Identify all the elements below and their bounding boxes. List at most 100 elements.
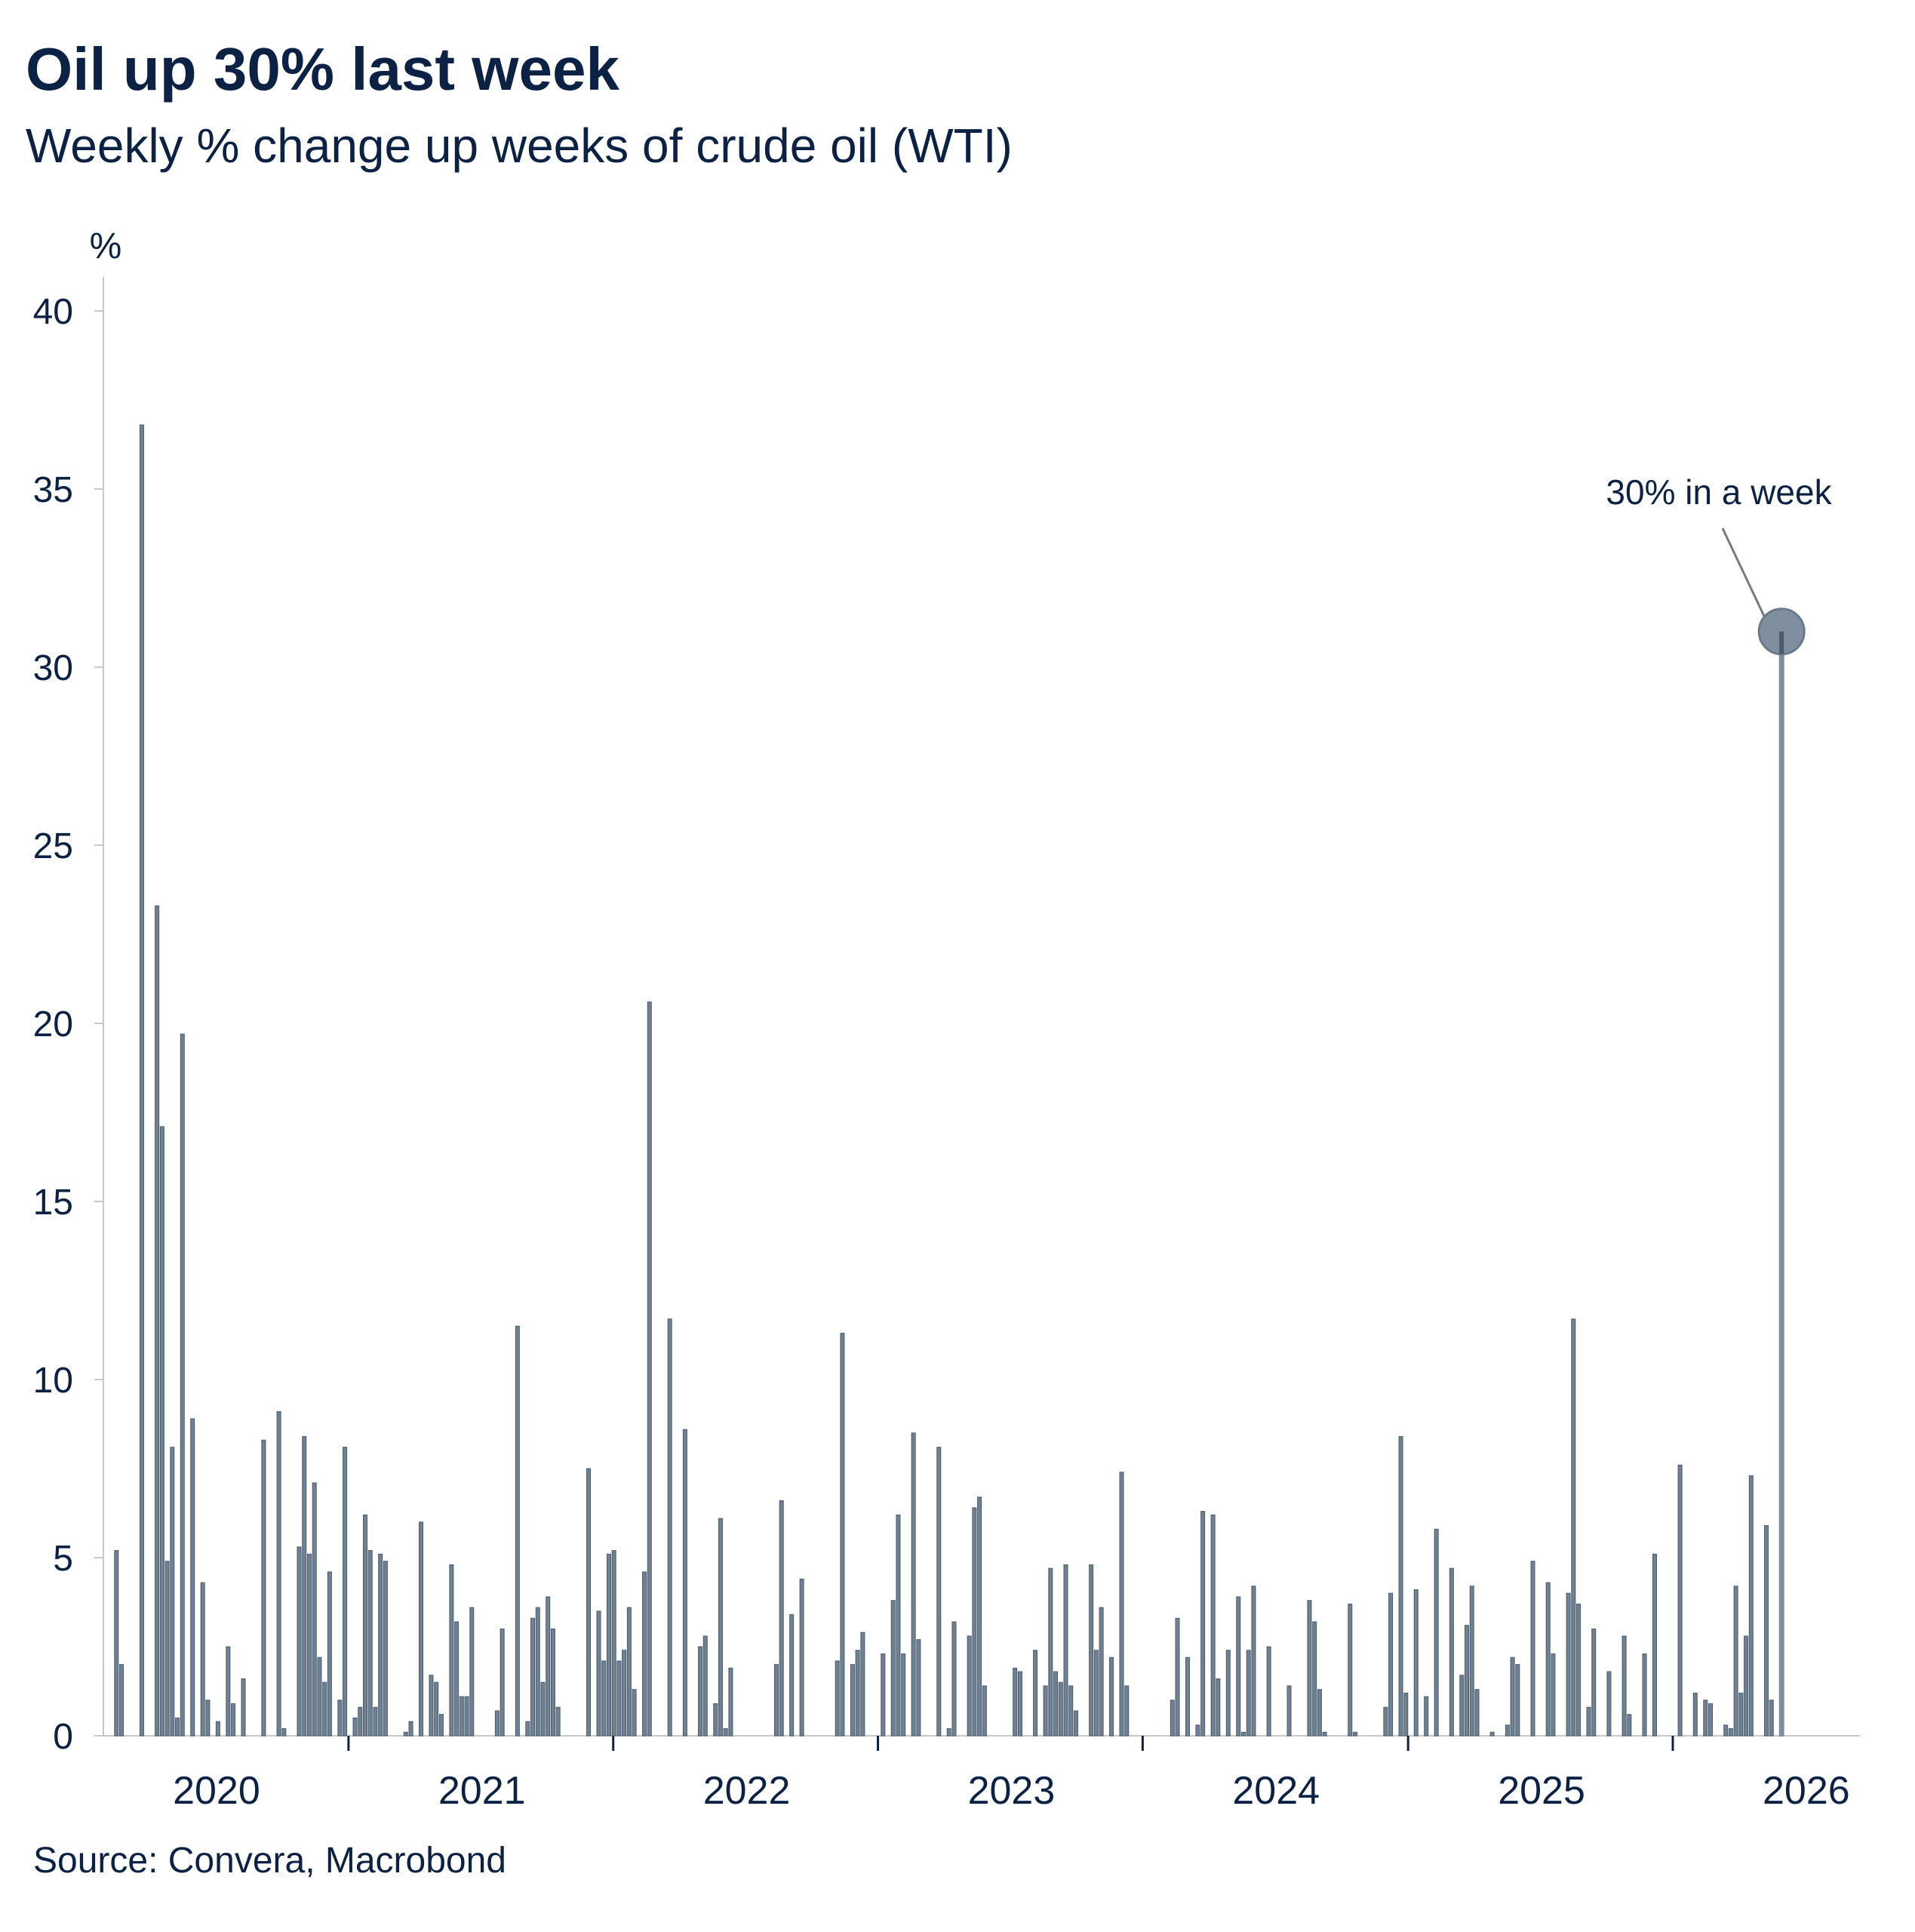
- bar: [317, 1657, 322, 1737]
- bar: [373, 1706, 378, 1737]
- bar: [434, 1681, 439, 1737]
- bar: [1586, 1706, 1591, 1737]
- bar: [1195, 1724, 1200, 1737]
- bar: [1744, 1635, 1749, 1737]
- bar: [1093, 1650, 1099, 1737]
- bars-group: [114, 424, 1784, 1737]
- bar: [499, 1628, 505, 1737]
- bar: [835, 1660, 840, 1737]
- bar: [1515, 1664, 1520, 1737]
- bar: [911, 1432, 916, 1737]
- bar: [622, 1650, 627, 1737]
- bar: [205, 1700, 211, 1737]
- x-tick-label: 2024: [1232, 1769, 1320, 1813]
- bar: [1353, 1731, 1358, 1737]
- bar: [789, 1614, 795, 1737]
- bar: [200, 1582, 205, 1737]
- bar: [977, 1497, 982, 1737]
- bar: [1048, 1567, 1053, 1737]
- bar: [408, 1721, 413, 1737]
- bar: [119, 1664, 124, 1737]
- bar: [606, 1553, 611, 1737]
- bar: [1251, 1586, 1256, 1737]
- bar: [881, 1653, 886, 1737]
- bar: [1236, 1596, 1241, 1737]
- bar: [312, 1482, 317, 1737]
- bar: [1489, 1731, 1495, 1737]
- bar: [535, 1607, 540, 1737]
- bar: [728, 1667, 733, 1737]
- x-tick-label: 2021: [438, 1769, 526, 1813]
- bar: [155, 905, 160, 1737]
- bar: [723, 1728, 728, 1737]
- bar: [525, 1721, 530, 1737]
- bar: [1216, 1678, 1221, 1737]
- bar: [718, 1518, 723, 1737]
- bar: [632, 1689, 637, 1737]
- bar: [1013, 1667, 1018, 1737]
- bar: [982, 1685, 987, 1737]
- bar: [713, 1703, 718, 1737]
- bar: [403, 1731, 408, 1737]
- bar: [1566, 1592, 1571, 1737]
- bar: [626, 1607, 632, 1737]
- bar: [337, 1700, 343, 1737]
- bar: [1510, 1657, 1515, 1737]
- bar: [1459, 1675, 1465, 1737]
- bar: [261, 1439, 266, 1737]
- x-tick-label: 2026: [1763, 1769, 1850, 1813]
- bar: [1124, 1685, 1130, 1737]
- bar: [139, 424, 144, 1737]
- bar: [1317, 1689, 1322, 1737]
- bar: [1286, 1685, 1292, 1737]
- bar: [362, 1514, 367, 1737]
- bar: [702, 1635, 708, 1737]
- bar: [1033, 1650, 1038, 1737]
- bar: [175, 1717, 180, 1737]
- bar: [1551, 1653, 1556, 1737]
- bar: [840, 1333, 845, 1737]
- bar: [494, 1710, 499, 1737]
- bar: [159, 1126, 164, 1737]
- y-tick-label: 20: [33, 1004, 73, 1044]
- y-tick-label: 30: [33, 648, 73, 688]
- bar: [367, 1550, 373, 1737]
- bar: [1383, 1706, 1388, 1737]
- bar: [1469, 1586, 1474, 1737]
- bar: [1266, 1646, 1271, 1737]
- source-note: Source: Convera, Macrobond: [33, 1841, 506, 1881]
- bar: [530, 1617, 536, 1737]
- x-tick-label: 2020: [173, 1769, 260, 1813]
- bar: [322, 1681, 327, 1737]
- bar: [469, 1607, 475, 1737]
- bar: [596, 1611, 601, 1737]
- bar: [306, 1553, 312, 1737]
- bar: [1413, 1589, 1419, 1737]
- bar: [1723, 1724, 1729, 1737]
- bar: [1109, 1657, 1114, 1737]
- bar: [429, 1675, 434, 1737]
- bar: [967, 1635, 972, 1737]
- bar: [276, 1411, 281, 1737]
- bar: [586, 1468, 592, 1737]
- bar: [1748, 1475, 1754, 1737]
- x-tick-label: 2023: [968, 1769, 1056, 1813]
- bar: [1119, 1472, 1124, 1737]
- bar: [951, 1621, 957, 1737]
- bar: [1322, 1731, 1327, 1737]
- bar: [515, 1325, 520, 1737]
- bar: [1621, 1635, 1627, 1737]
- bar: [1449, 1567, 1454, 1737]
- bar: [850, 1664, 855, 1737]
- bar: [1728, 1728, 1733, 1737]
- bar: [890, 1600, 896, 1737]
- bar: [1210, 1514, 1216, 1737]
- bar: [1403, 1692, 1409, 1737]
- bar: [438, 1714, 444, 1737]
- bar: [419, 1521, 424, 1737]
- bar: [352, 1717, 358, 1737]
- annotation-label: 30% in a week: [1606, 472, 1832, 512]
- chart-title: Oil up 30% last week: [26, 35, 619, 103]
- bar: [972, 1507, 977, 1737]
- bar: [1424, 1696, 1429, 1737]
